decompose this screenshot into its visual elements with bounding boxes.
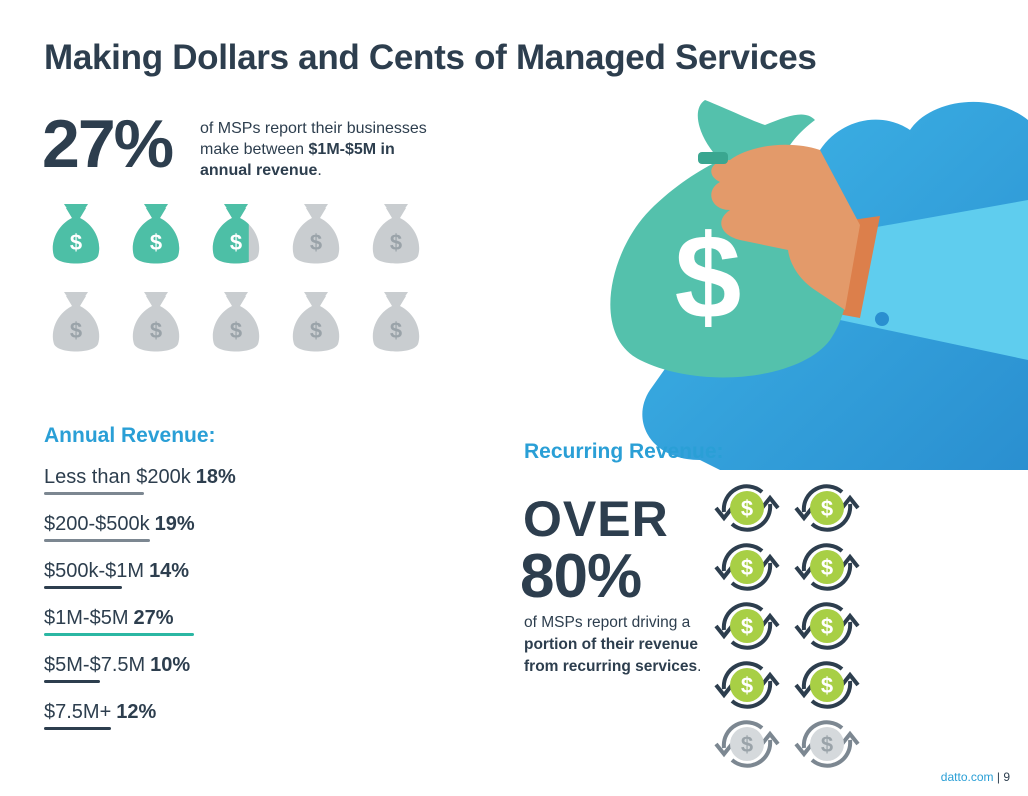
- recurring-coin-filled-icon: $: [792, 478, 862, 538]
- money-bag-empty-icon: $: [124, 288, 188, 358]
- sleeve-cuff: [838, 216, 880, 318]
- dollar-icon: $: [310, 230, 322, 255]
- dollar-icon: $: [741, 673, 753, 698]
- bag-tie: [698, 152, 728, 164]
- revenue-bar: [44, 727, 111, 730]
- stat-27-description: of MSPs report their businesses make bet…: [200, 118, 440, 181]
- recurring-value: 80%: [520, 542, 642, 611]
- dollar-icon: $: [741, 614, 753, 639]
- money-bag-filled-icon: $: [124, 200, 188, 270]
- dollar-icon: $: [150, 318, 162, 343]
- revenue-category-label: $5M-$7.5M: [44, 654, 146, 676]
- revenue-bar: [44, 539, 150, 542]
- revenue-item: $500k-$1M 14%: [44, 560, 189, 583]
- revenue-category-label: $500k-$1M: [44, 560, 145, 582]
- money-bag-empty-icon: $: [284, 200, 348, 270]
- dollar-icon: $: [821, 732, 833, 757]
- revenue-percent-label: 19%: [154, 513, 195, 535]
- dollar-icon: $: [821, 555, 833, 580]
- dollar-icon: $: [390, 318, 402, 343]
- money-bag-empty-icon: $: [284, 288, 348, 358]
- revenue-bar: [44, 492, 144, 495]
- revenue-bar: [44, 586, 122, 589]
- revenue-category-label: Less than $200k: [44, 466, 191, 488]
- footer: datto.com | 9: [941, 770, 1010, 784]
- revenue-item: $5M-$7.5M 10%: [44, 654, 190, 677]
- recurring-over: OVER: [523, 491, 669, 547]
- stat-27-desc-prefix: of MSPs report their businesses make bet…: [200, 120, 427, 158]
- revenue-item: $7.5M+ 12%: [44, 701, 156, 724]
- revenue-item: $200-$500k 19%: [44, 513, 195, 536]
- recurring-description: of MSPs report driving a portion of thei…: [524, 612, 704, 678]
- recurring-coin-filled-icon: $: [792, 537, 862, 597]
- footer-site-link[interactable]: datto.com: [940, 770, 994, 784]
- dollar-icon: $: [821, 673, 833, 698]
- revenue-item: $1M-$5M 27%: [44, 607, 174, 630]
- revenue-item: Less than $200k 18%: [44, 466, 236, 489]
- recurring-desc-prefix: of MSPs report driving a: [524, 614, 691, 631]
- recurring-coin-empty-icon: $: [712, 714, 782, 774]
- cuff-button: [875, 312, 889, 326]
- recurring-revenue-heading: Recurring Revenue:: [524, 440, 724, 463]
- revenue-category-label: $1M-$5M: [44, 607, 129, 629]
- page-number: 9: [1003, 770, 1010, 784]
- recurring-coins-pictogram: $ $ $ $ $ $ $ $ $ $: [712, 478, 872, 768]
- money-bag-empty-icon: $: [364, 200, 428, 270]
- recurring-coin-filled-icon: $: [712, 596, 782, 656]
- revenue-percent-label: 14%: [149, 560, 190, 582]
- hand-shape: [711, 144, 860, 310]
- recurring-coin-filled-icon: $: [712, 537, 782, 597]
- money-bag-filled-icon: $: [44, 200, 108, 270]
- stat-27-value: 27%: [42, 106, 174, 182]
- recurring-coin-filled-icon: $: [712, 655, 782, 715]
- recurring-coin-empty-icon: $: [792, 714, 862, 774]
- money-bag-empty-icon: $: [204, 288, 268, 358]
- footer-separator: |: [996, 770, 1000, 784]
- dollar-icon: $: [741, 496, 753, 521]
- dollar-icon: $: [230, 230, 242, 255]
- dollar-icon: $: [230, 318, 242, 343]
- revenue-bar: [44, 633, 194, 636]
- page-title: Making Dollars and Cents of Managed Serv…: [44, 38, 817, 77]
- recurring-coin-filled-icon: $: [712, 478, 782, 538]
- money-bags-pictogram: $ $ $ $ $ $ $ $ $ $: [44, 200, 444, 370]
- dollar-icon: $: [741, 732, 753, 757]
- dollar-icon: $: [150, 230, 162, 255]
- money-bag-hand-illustration: $: [610, 100, 1028, 470]
- dollar-icon: $: [821, 496, 833, 521]
- dollar-icon: $: [390, 230, 402, 255]
- dollar-icon: $: [70, 230, 82, 255]
- dollar-icon: $: [821, 614, 833, 639]
- revenue-percent-label: 18%: [195, 466, 236, 488]
- recurring-coin-filled-icon: $: [792, 596, 862, 656]
- money-bag-empty-icon: $: [44, 288, 108, 358]
- dollar-icon: $: [741, 555, 753, 580]
- stat-27-desc-bold: $1M-$5M in annual revenue: [200, 141, 395, 179]
- money-bag-body: [610, 100, 849, 378]
- revenue-percent-label: 27%: [133, 607, 174, 629]
- stat-27-desc-suffix: .: [317, 162, 322, 179]
- revenue-category-label: $7.5M+: [44, 701, 112, 723]
- revenue-category-label: $200-$500k: [44, 513, 150, 535]
- recurring-desc-suffix: .: [697, 658, 702, 675]
- revenue-percent-label: 12%: [116, 701, 157, 723]
- dollar-icon: $: [70, 318, 82, 343]
- recurring-coin-filled-icon: $: [792, 655, 862, 715]
- annual-revenue-heading: Annual Revenue:: [44, 424, 216, 447]
- revenue-bar: [44, 680, 100, 683]
- revenue-percent-label: 10%: [150, 654, 191, 676]
- money-bag-filled-icon: $: [204, 200, 268, 270]
- recurring-desc-bold: portion of their revenue from recurring …: [524, 636, 698, 675]
- money-bag-empty-icon: $: [364, 288, 428, 358]
- dollar-icon: $: [310, 318, 322, 343]
